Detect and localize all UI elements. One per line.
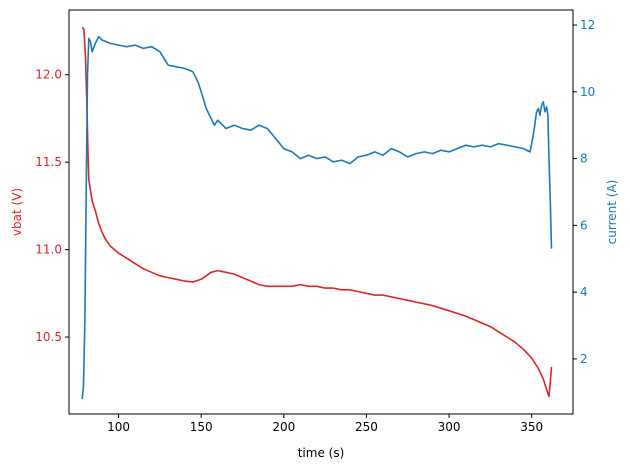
- right-y-tick-label: 10: [580, 85, 595, 99]
- x-axis-label: time (s): [298, 446, 345, 460]
- x-tick-label: 100: [107, 420, 130, 434]
- right-y-axis: 2 4 6 8 10 12: [573, 18, 595, 366]
- left-y-axis-label: vbat (V): [10, 188, 24, 236]
- x-tick-label: 250: [355, 420, 378, 434]
- left-y-tick-label: 12.0: [35, 68, 62, 82]
- x-tick-label: 150: [190, 420, 213, 434]
- right-y-axis-label: current (A): [605, 180, 619, 245]
- right-y-tick-label: 12: [580, 18, 595, 32]
- plot-frame: [68, 9, 574, 415]
- right-y-tick-label: 4: [580, 285, 588, 299]
- left-y-tick-label: 10.5: [35, 330, 62, 344]
- vbat-series-line: [81, 26, 553, 398]
- left-y-axis: 10.5 11.0 11.5 12.0: [35, 68, 69, 344]
- x-tick-label: 350: [520, 420, 543, 434]
- x-tick-label: 200: [272, 420, 295, 434]
- x-axis: 100 150 200 250 300 350: [107, 414, 543, 434]
- right-y-tick-label: 6: [580, 218, 588, 232]
- right-y-tick-label: 2: [580, 352, 588, 366]
- current-series-line: [81, 35, 553, 400]
- left-y-tick-label: 11.5: [35, 155, 62, 169]
- left-y-tick-label: 11.0: [35, 243, 62, 257]
- plot-area: [81, 26, 553, 400]
- right-y-tick-label: 8: [580, 152, 588, 166]
- x-tick-label: 300: [438, 420, 461, 434]
